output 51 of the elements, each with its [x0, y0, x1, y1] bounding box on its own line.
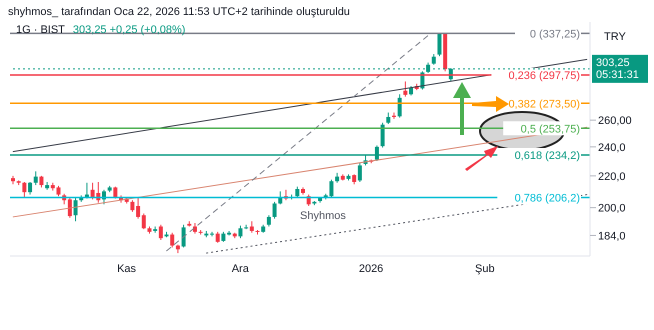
candlestick [216, 231, 220, 244]
candlestick [432, 54, 436, 66]
text: TRY [604, 31, 626, 43]
candlestick [142, 213, 146, 230]
ref-line-label: 0,236 (297,75) [508, 70, 580, 82]
annotation: Shyhmos [300, 210, 346, 222]
candlestick [113, 186, 118, 200]
x-tick-label: 2026 [358, 262, 384, 275]
candlestick [386, 112, 390, 125]
candlestick [409, 86, 414, 96]
candlestick [28, 181, 32, 196]
candlestick [182, 224, 186, 248]
ref-line-label: 0,5 (253,75) [520, 123, 580, 136]
candlestick [398, 94, 402, 118]
candlestick [74, 197, 78, 222]
x-tick-label: Ara [232, 262, 250, 275]
candlestick [380, 122, 385, 148]
text: shyhmos_ tarafından Oca 22, 2026 11:53 UTC+2 tarihinde oluşturuldu [8, 6, 350, 18]
x-tick-label: Şub [475, 262, 495, 275]
candlestick [437, 32, 442, 57]
candlestick [329, 179, 334, 198]
ref-line-label: 303,25 05:31:31 [596, 56, 639, 81]
y-tick-label: 240,0 [598, 142, 626, 154]
y-tick-label: 220,0 [598, 170, 626, 183]
x-tick-label: Kas [117, 262, 137, 275]
ref-line-label: 0,786 (206,2) [514, 192, 580, 204]
chart-subtitle: 303,25 +0,25 (+0,08%) [72, 24, 186, 36]
candlestick [22, 181, 26, 198]
chart-title: 1G · BIST [16, 24, 65, 36]
candlestick [403, 80, 408, 98]
y-tick-label: 260,00 [598, 115, 632, 128]
candlestick [335, 172, 340, 184]
candlestick [90, 182, 95, 200]
y-tick-label: 200,0 [598, 202, 626, 215]
candlestick [192, 222, 197, 234]
candlestick [158, 224, 163, 241]
candlestick [295, 186, 300, 198]
ref-line-label: 0,382 (273,50) [508, 98, 580, 110]
ref-line-label: 0,618 (234,2) [514, 150, 580, 162]
candlestick [170, 232, 174, 248]
ref-line-label: 0 (337,25) [530, 28, 580, 40]
candlestick [39, 175, 44, 188]
y-tick-label: 184,0 [598, 230, 626, 242]
candlestick [34, 170, 38, 186]
candlestick [266, 214, 271, 228]
candlestick [238, 225, 242, 239]
candlestick [352, 174, 356, 185]
candlestick [358, 162, 362, 182]
candlestick [272, 201, 277, 220]
candlestick [250, 220, 254, 234]
candlestick [68, 197, 72, 218]
